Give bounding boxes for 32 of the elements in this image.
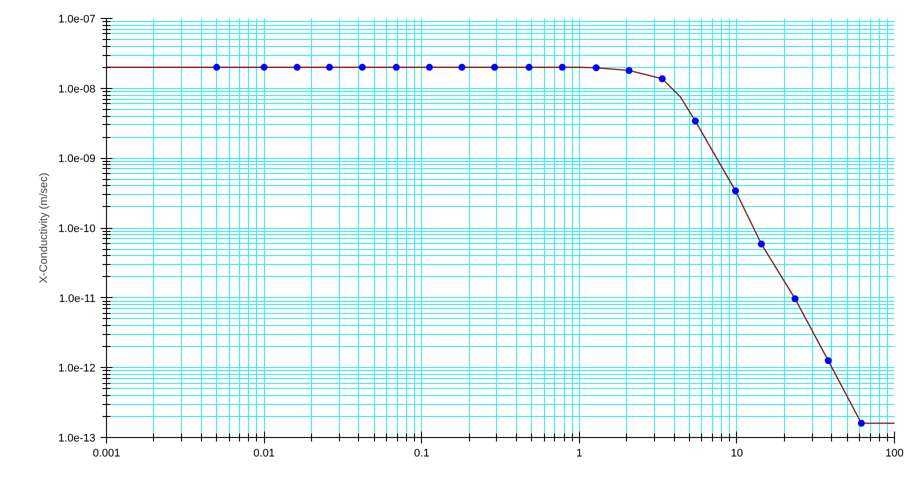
y-tick-label: 1.0e-12 (58, 362, 96, 375)
x-tick-label: 10 (730, 448, 744, 460)
y-tick-label: 1.0e-11 (59, 292, 96, 305)
x-tick-label: 0.1 (414, 448, 430, 460)
point (758, 240, 765, 248)
point (392, 64, 400, 71)
point (858, 420, 865, 427)
point (260, 64, 268, 71)
y-tick-label: 1.0e-08 (58, 83, 96, 96)
y-tick-label: 1.0e-07 (58, 14, 96, 26)
point (491, 64, 498, 71)
point (458, 64, 466, 71)
y-tick-label: 1.0e-10 (58, 223, 96, 235)
point (526, 64, 533, 71)
y-axis-title: X-Conductivity (m/sec) (38, 172, 50, 284)
y-tick-label: 1.0e-13 (58, 432, 96, 444)
y-tick-label: 1.0e-09 (58, 153, 96, 166)
point (592, 64, 600, 72)
point (558, 64, 566, 71)
x-tick-label: 1 (576, 448, 582, 460)
x-tick-label: 0.01 (253, 448, 275, 460)
point (626, 67, 633, 74)
point (692, 118, 699, 125)
point (326, 64, 333, 71)
point (658, 75, 666, 82)
point (358, 64, 366, 71)
point (426, 64, 433, 71)
point (792, 295, 799, 302)
point (294, 64, 301, 71)
x-tick-label: 0.001 (92, 448, 120, 460)
x-tick-label: 100 (885, 448, 904, 460)
point (824, 357, 832, 364)
